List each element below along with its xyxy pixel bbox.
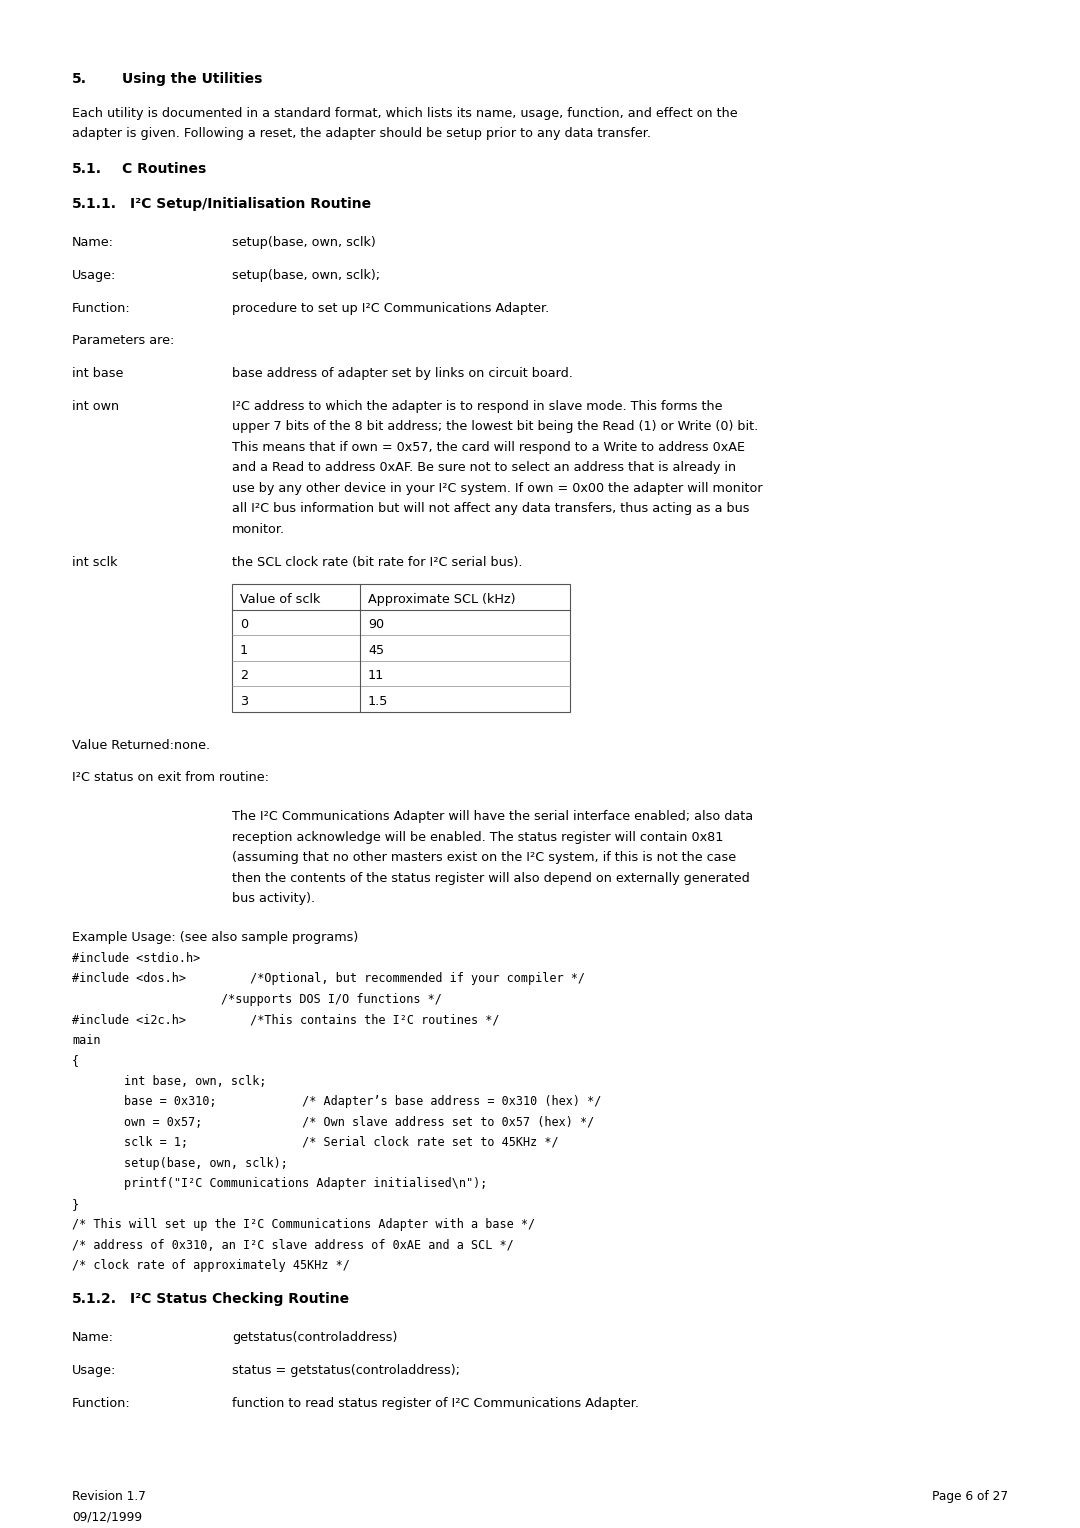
Text: the SCL clock rate (bit rate for I²C serial bus).: the SCL clock rate (bit rate for I²C ser… bbox=[232, 556, 523, 568]
Text: main: main bbox=[72, 1034, 100, 1047]
Text: Using the Utilities: Using the Utilities bbox=[122, 72, 262, 86]
Text: I²C status on exit from routine:: I²C status on exit from routine: bbox=[72, 772, 269, 784]
Text: 09/12/1999: 09/12/1999 bbox=[72, 1511, 143, 1523]
Text: }: } bbox=[72, 1198, 79, 1210]
Text: int sclk: int sclk bbox=[72, 556, 118, 568]
Text: Parameters are:: Parameters are: bbox=[72, 335, 174, 347]
Text: /* address of 0x310, an I²C slave address of 0xAE and a SCL */: /* address of 0x310, an I²C slave addres… bbox=[72, 1239, 514, 1251]
Text: 90: 90 bbox=[368, 619, 384, 631]
Text: {: { bbox=[72, 1054, 79, 1068]
Text: reception acknowledge will be enabled. The status register will contain 0x81: reception acknowledge will be enabled. T… bbox=[232, 831, 724, 843]
Text: This means that if own = 0x57, the card will respond to a Write to address 0xAE: This means that if own = 0x57, the card … bbox=[232, 442, 745, 454]
Text: #include <stdio.h>: #include <stdio.h> bbox=[72, 952, 200, 964]
Text: Example Usage: (see also sample programs): Example Usage: (see also sample programs… bbox=[72, 932, 359, 944]
Text: all I²C bus information but will not affect any data transfers, thus acting as a: all I²C bus information but will not aff… bbox=[232, 503, 750, 515]
Text: then the contents of the status register will also depend on externally generate: then the contents of the status register… bbox=[232, 872, 750, 885]
Text: 0: 0 bbox=[240, 619, 248, 631]
Text: I²C Setup/Initialisation Routine: I²C Setup/Initialisation Routine bbox=[130, 197, 372, 211]
Text: sclk = 1;                /* Serial clock rate set to 45KHz */: sclk = 1; /* Serial clock rate set to 45… bbox=[124, 1137, 558, 1149]
Text: Each utility is documented in a standard format, which lists its name, usage, fu: Each utility is documented in a standard… bbox=[72, 107, 738, 119]
Text: adapter is given. Following a reset, the adapter should be setup prior to any da: adapter is given. Following a reset, the… bbox=[72, 127, 651, 141]
Text: Revision 1.7: Revision 1.7 bbox=[72, 1490, 146, 1504]
Text: 5.: 5. bbox=[72, 72, 87, 86]
Text: /* This will set up the I²C Communications Adapter with a base */: /* This will set up the I²C Communicatio… bbox=[72, 1218, 535, 1232]
Text: Name:: Name: bbox=[72, 235, 114, 249]
Text: The I²C Communications Adapter will have the serial interface enabled; also data: The I²C Communications Adapter will have… bbox=[232, 810, 753, 824]
Text: (assuming that no other masters exist on the I²C system, if this is not the case: (assuming that no other masters exist on… bbox=[232, 851, 737, 865]
Text: int own: int own bbox=[72, 400, 119, 413]
Text: use by any other device in your I²C system. If own = 0x00 the adapter will monit: use by any other device in your I²C syst… bbox=[232, 481, 762, 495]
Text: 5.1.: 5.1. bbox=[72, 162, 102, 176]
Text: base = 0x310;            /* Adapter’s base address = 0x310 (hex) */: base = 0x310; /* Adapter’s base address … bbox=[124, 1096, 602, 1108]
Text: Approximate SCL (kHz): Approximate SCL (kHz) bbox=[368, 593, 515, 605]
Text: I²C Status Checking Routine: I²C Status Checking Routine bbox=[130, 1293, 349, 1306]
Text: Usage:: Usage: bbox=[72, 1365, 117, 1377]
Bar bbox=[232, 585, 570, 712]
Text: int base: int base bbox=[72, 367, 123, 380]
Text: setup(base, own, sclk);: setup(base, own, sclk); bbox=[232, 269, 380, 281]
Text: 45: 45 bbox=[368, 643, 384, 657]
Text: 5.1.1.: 5.1.1. bbox=[72, 197, 117, 211]
Text: Usage:: Usage: bbox=[72, 269, 117, 281]
Text: status = getstatus(controladdress);: status = getstatus(controladdress); bbox=[232, 1365, 460, 1377]
Text: 5.1.2.: 5.1.2. bbox=[72, 1293, 117, 1306]
Text: Function:: Function: bbox=[72, 301, 131, 315]
Text: /*supports DOS I/O functions */: /*supports DOS I/O functions */ bbox=[221, 993, 442, 1005]
Text: C Routines: C Routines bbox=[122, 162, 206, 176]
Text: 1: 1 bbox=[240, 643, 248, 657]
Text: 2: 2 bbox=[240, 669, 248, 681]
Text: procedure to set up I²C Communications Adapter.: procedure to set up I²C Communications A… bbox=[232, 301, 550, 315]
Text: function to read status register of I²C Communications Adapter.: function to read status register of I²C … bbox=[232, 1397, 639, 1410]
Text: 3: 3 bbox=[240, 695, 248, 707]
Text: Name:: Name: bbox=[72, 1331, 114, 1345]
Text: and a Read to address 0xAF. Be sure not to select an address that is already in: and a Read to address 0xAF. Be sure not … bbox=[232, 461, 737, 475]
Text: bus activity).: bus activity). bbox=[232, 892, 315, 906]
Text: printf("I²C Communications Adapter initialised\n");: printf("I²C Communications Adapter initi… bbox=[124, 1178, 487, 1190]
Text: 1.5: 1.5 bbox=[368, 695, 389, 707]
Text: Page 6 of 27: Page 6 of 27 bbox=[932, 1490, 1008, 1504]
Text: own = 0x57;              /* Own slave address set to 0x57 (hex) */: own = 0x57; /* Own slave address set to … bbox=[124, 1115, 594, 1129]
Text: int base, own, sclk;: int base, own, sclk; bbox=[124, 1074, 267, 1088]
Text: I²C address to which the adapter is to respond in slave mode. This forms the: I²C address to which the adapter is to r… bbox=[232, 400, 723, 413]
Text: monitor.: monitor. bbox=[232, 523, 285, 536]
Text: Function:: Function: bbox=[72, 1397, 131, 1410]
Text: Value Returned:none.: Value Returned:none. bbox=[72, 738, 211, 752]
Text: 11: 11 bbox=[368, 669, 384, 681]
Text: /* clock rate of approximately 45KHz */: /* clock rate of approximately 45KHz */ bbox=[72, 1259, 350, 1273]
Text: #include <i2c.h>         /*This contains the I²C routines */: #include <i2c.h> /*This contains the I²C… bbox=[72, 1013, 499, 1027]
Text: base address of adapter set by links on circuit board.: base address of adapter set by links on … bbox=[232, 367, 572, 380]
Text: #include <dos.h>         /*Optional, but recommended if your compiler */: #include <dos.h> /*Optional, but recomme… bbox=[72, 972, 585, 986]
Text: setup(base, own, sclk);: setup(base, own, sclk); bbox=[124, 1157, 288, 1170]
Text: setup(base, own, sclk): setup(base, own, sclk) bbox=[232, 235, 376, 249]
Text: Value of sclk: Value of sclk bbox=[240, 593, 321, 605]
Text: upper 7 bits of the 8 bit address; the lowest bit being the Read (1) or Write (0: upper 7 bits of the 8 bit address; the l… bbox=[232, 420, 758, 434]
Text: getstatus(controladdress): getstatus(controladdress) bbox=[232, 1331, 397, 1345]
